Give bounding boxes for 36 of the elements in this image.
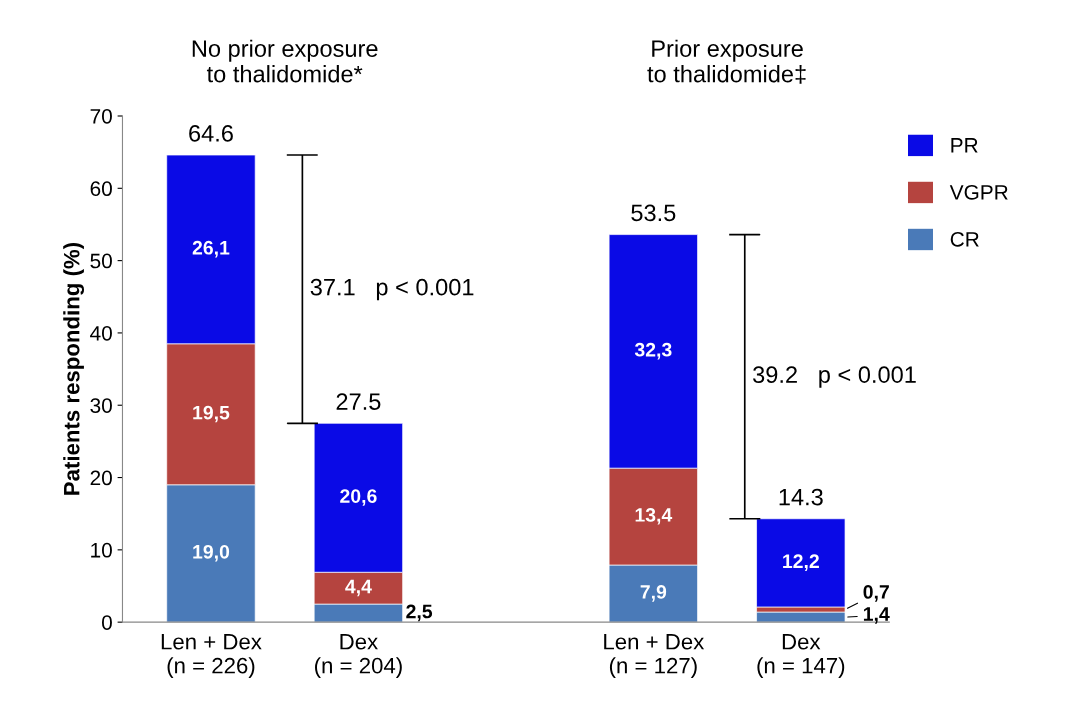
data-label: 2,5 [406, 604, 433, 622]
y-tick-label: 10 [91, 542, 112, 558]
data-label: 1,4 [863, 607, 890, 624]
annotation: 37.1 p < 0.001 [310, 278, 474, 301]
text: No prior exposure to thalidomide* [192, 39, 378, 83]
y-tick-label: 20 [90, 470, 112, 486]
data-label: 0,7 [863, 585, 889, 602]
total-label: 64.6 [189, 124, 233, 142]
x-tick-label: Len + Dex (n = 127) [604, 634, 705, 678]
legend-label: PR [951, 138, 978, 153]
text: Prior exposure to thalidomide‡ [647, 39, 806, 84]
data-label: 4,4 [345, 579, 372, 597]
data-label: 32,3 [634, 342, 672, 360]
y-tick-label: 30 [90, 398, 112, 413]
x-tick-label: Len + Dex (n = 226) [161, 634, 262, 678]
y-tick-label: 70 [90, 109, 112, 124]
x-tick-label: Dex (n = 204) [315, 634, 402, 678]
total-label: 14.3 [779, 488, 823, 506]
data-label: 19,5 [193, 405, 230, 423]
total-label: 27.5 [336, 393, 381, 410]
y-tick-label: 40 [90, 325, 112, 341]
y-tick-label: 0 [101, 615, 112, 630]
y-axis-title: Patients responding (%) [63, 243, 85, 495]
legend-label: VGPR [949, 184, 1008, 200]
legend-label: CR [950, 231, 979, 247]
y-tick-label: 60 [90, 181, 112, 197]
annotation: 39.2 p < 0.001 [753, 366, 916, 388]
data-label: 26,1 [192, 240, 230, 258]
data-label: 13,4 [635, 508, 673, 525]
y-tick-label: 50 [90, 253, 112, 269]
x-tick-label: Dex (n = 147) [757, 634, 845, 678]
data-label: 7,9 [640, 585, 667, 602]
data-label: 12,2 [783, 554, 819, 571]
total-label: 53.5 [631, 204, 676, 222]
data-label: 19,0 [193, 544, 230, 562]
data-label: 20,6 [340, 489, 377, 506]
